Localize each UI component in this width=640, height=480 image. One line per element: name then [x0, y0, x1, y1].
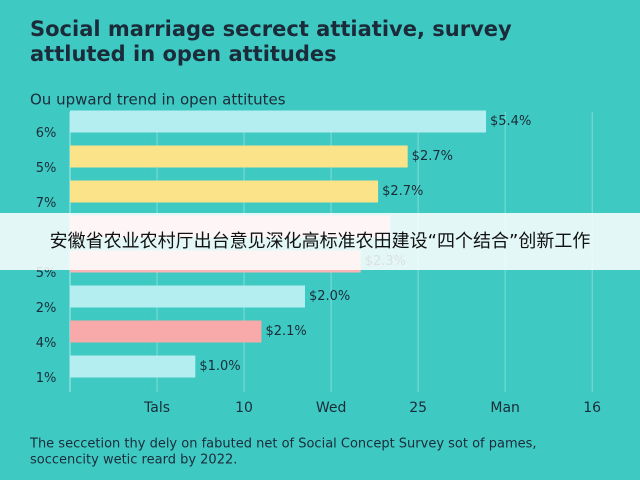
bar	[70, 285, 305, 308]
bar-label: $2.7%	[382, 184, 423, 199]
x-tick-label: 16	[583, 400, 601, 416]
overlay-banner	[0, 213, 640, 270]
bar	[70, 145, 408, 168]
x-tick-label: Wed	[316, 400, 347, 416]
chart-title: attluted in open attitudes	[30, 42, 337, 66]
bar-label: $2.1%	[265, 324, 306, 339]
bar	[70, 320, 262, 343]
bar	[70, 180, 379, 203]
y-tick-label: 4%	[36, 336, 57, 351]
x-tick-label: 10	[235, 400, 253, 416]
bar-label: $5.4%	[490, 114, 531, 129]
bar	[70, 355, 196, 378]
x-tick-label: 25	[409, 400, 427, 416]
bar-label: $2.7%	[412, 149, 453, 164]
bar-label: $1.0%	[199, 359, 240, 374]
bar-label: $2.0%	[309, 289, 350, 304]
overlay-text: 安徽省农业农村厅出台意见深化高标准农田建设“四个结合”创新工作	[50, 231, 591, 252]
y-tick-label: 6%	[36, 126, 57, 141]
y-tick-label: 7%	[36, 196, 57, 211]
footnote: soccencity wetic reard by 2022.	[30, 453, 237, 468]
bar	[70, 110, 487, 133]
x-tick-label: Man	[490, 400, 520, 416]
y-tick-label: 1%	[36, 371, 57, 386]
y-tick-label: 2%	[36, 301, 57, 316]
y-tick-label: 5%	[36, 161, 57, 176]
footnote: The seccetion thy dely on fabuted net of…	[29, 437, 537, 452]
chart-title: Social marriage secrect attiative, surve…	[30, 17, 512, 41]
chart-subtitle: Ou upward trend in open attitutes	[30, 91, 286, 109]
x-tick-label: Tals	[143, 400, 170, 416]
